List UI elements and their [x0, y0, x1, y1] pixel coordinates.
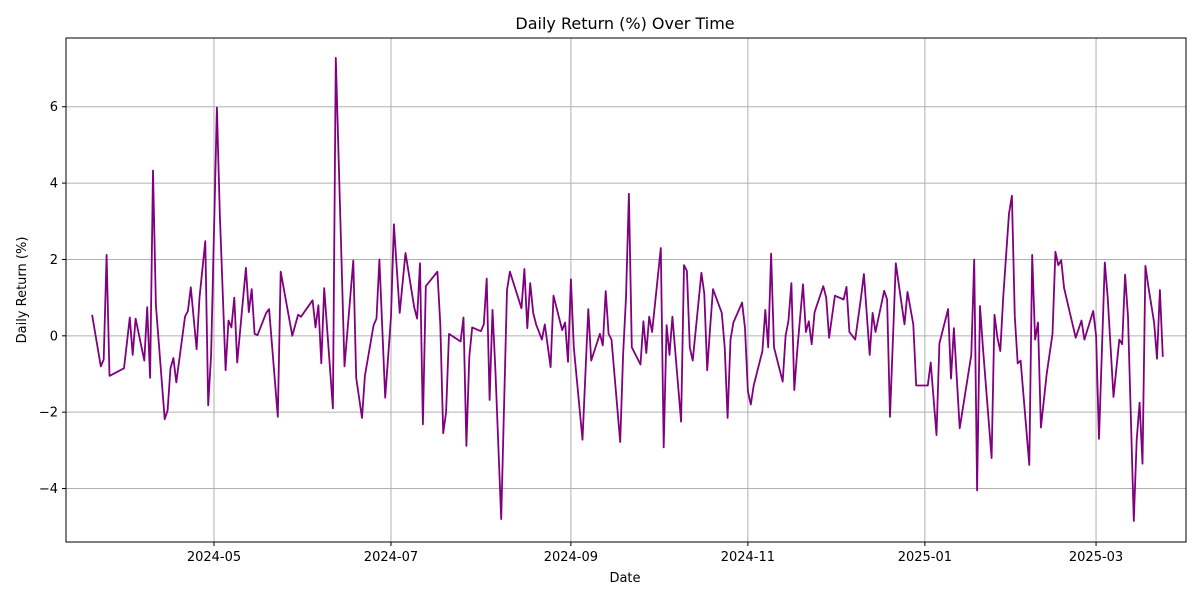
y-tick-label: −2	[39, 406, 58, 421]
chart-title: Daily Return (%) Over Time	[515, 14, 734, 33]
plot-frame	[65, 37, 1187, 543]
x-axis-label: Date	[609, 571, 640, 586]
y-ticks: −4 −2 0 2 4 6	[39, 100, 66, 497]
x-tick-label: 2024-11	[721, 550, 775, 565]
y-tick-label: 6	[50, 100, 58, 115]
x-tick-label: 2025-01	[898, 550, 952, 565]
y-tick-label: −4	[39, 482, 58, 497]
x-tick-label: 2024-05	[187, 550, 241, 565]
x-tick-label: 2024-09	[544, 550, 598, 565]
x-tick-label: 2025-03	[1069, 550, 1123, 565]
x-ticks: 2024-05 2024-07 2024-09 2024-11 2025-01 2025-…	[187, 542, 1123, 565]
series-line	[91, 57, 1164, 522]
y-tick-label: 0	[50, 329, 58, 344]
y-tick-label: 2	[50, 253, 58, 268]
gridlines	[66, 38, 1186, 542]
series-layer	[91, 57, 1164, 522]
y-tick-label: 4	[50, 177, 58, 192]
x-tick-label: 2024-07	[364, 550, 418, 565]
y-axis-label: Daily Return (%)	[15, 237, 30, 344]
